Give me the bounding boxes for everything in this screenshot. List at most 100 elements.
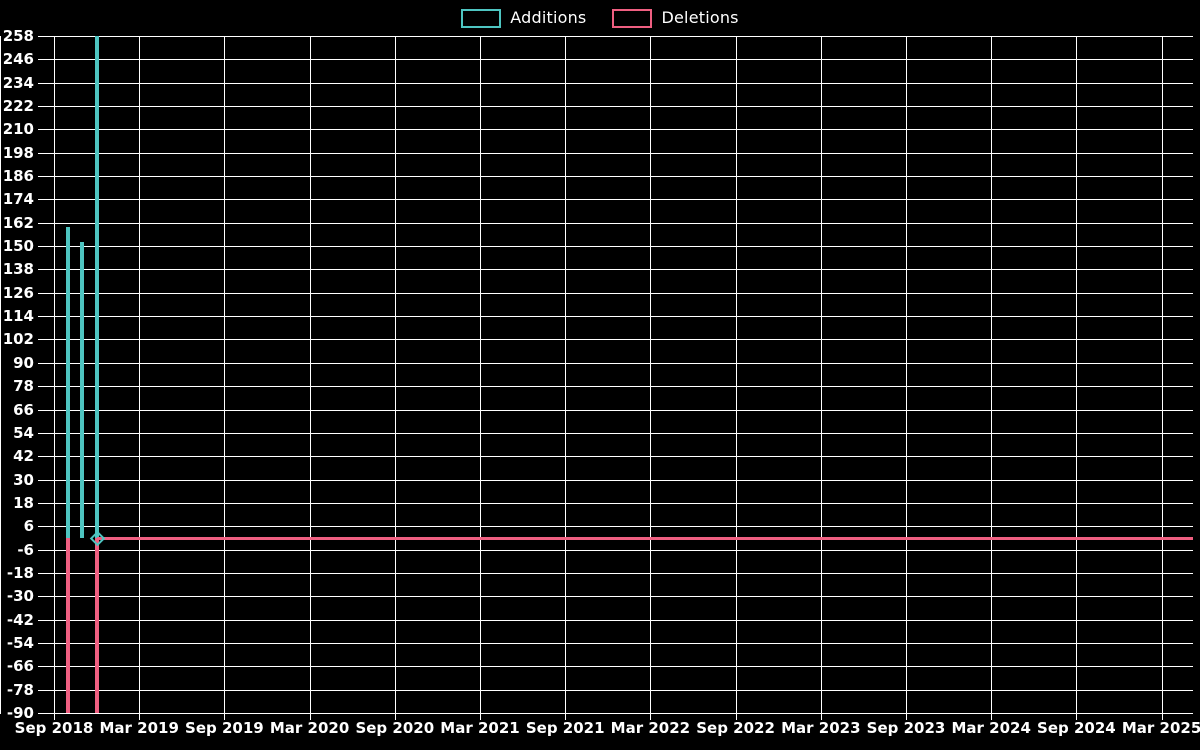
legend-swatch-additions [461, 8, 502, 28]
legend-label-deletions: Deletions [661, 8, 739, 27]
gridline-horizontal [38, 176, 1193, 177]
x-axis-tick-mark [1161, 713, 1163, 720]
gridline-horizontal [38, 550, 1193, 551]
gridline-vertical [565, 36, 566, 713]
gridline-horizontal [38, 620, 1193, 621]
x-axis-tick-mark [906, 713, 907, 720]
y-axis-tick-label: -42 [6, 610, 34, 629]
x-axis-tick-label: Mar 2022 [610, 719, 691, 737]
x-axis-tick-label: Mar 2020 [269, 719, 350, 737]
gridline-vertical [139, 36, 140, 713]
gridline-horizontal [38, 83, 1193, 84]
y-axis-tick-label: 222 [2, 97, 34, 116]
y-axis-tick-label: 30 [13, 470, 34, 489]
gridline-horizontal [38, 456, 1193, 457]
gridline-horizontal [38, 106, 1193, 107]
y-axis-tick-label: 102 [2, 330, 34, 349]
series-spike-deletions [66, 537, 71, 713]
x-axis-tick-label: Sep 2021 [525, 719, 605, 737]
gridline-horizontal [38, 433, 1193, 434]
y-axis-tick-label: 246 [2, 50, 34, 69]
x-axis-tick-mark [991, 713, 993, 720]
gridline-vertical [395, 36, 396, 713]
y-axis-tick-label: 114 [2, 307, 34, 326]
gridline-vertical [480, 36, 481, 713]
y-axis-line [0, 36, 1, 714]
x-axis-tick-label: Sep 2018 [14, 719, 94, 737]
y-axis-tick-label: 162 [2, 213, 34, 232]
gridline-horizontal [38, 36, 1193, 37]
gridline-vertical [650, 36, 651, 713]
y-axis-tick-label: 90 [13, 353, 34, 372]
gridline-horizontal [38, 339, 1193, 340]
x-axis-tick-label: Mar 2021 [440, 719, 520, 737]
legend-swatch-deletions [612, 8, 653, 28]
x-axis-tick-label: Sep 2023 [866, 719, 946, 737]
series-spike-additions [80, 242, 85, 538]
y-axis-tick-label: 6 [23, 517, 34, 536]
gridline-vertical [310, 36, 311, 713]
gridline-vertical [821, 36, 822, 713]
gridline-horizontal [38, 199, 1193, 200]
gridline-horizontal [38, 643, 1193, 644]
gridline-horizontal [38, 386, 1193, 387]
y-axis-tick-label: 138 [2, 260, 34, 279]
gridline-horizontal [38, 410, 1193, 411]
gridline-horizontal [38, 480, 1193, 481]
legend-item-deletions[interactable]: Deletions [612, 8, 739, 28]
x-axis-tick-mark [480, 713, 481, 720]
legend-label-additions: Additions [510, 8, 587, 27]
y-axis-tick-label: -30 [6, 587, 34, 606]
y-axis-tick-label: 126 [2, 283, 34, 302]
y-axis-tick-label: 210 [2, 120, 34, 139]
y-axis-tick-label: -54 [6, 633, 34, 652]
x-axis-tick-mark [650, 713, 652, 720]
data-point-marker[interactable] [89, 530, 105, 547]
gridline-horizontal [38, 223, 1193, 224]
gridline-vertical [54, 36, 55, 713]
gridline-horizontal [38, 269, 1193, 270]
series-spike-additions [94, 36, 99, 552]
x-axis-line [38, 713, 1193, 714]
gridline-vertical [224, 36, 225, 713]
legend-item-additions[interactable]: Additions [461, 8, 587, 28]
x-axis-tick-label: Mar 2019 [99, 719, 179, 737]
y-axis-tick-label: -66 [6, 657, 34, 676]
gridline-horizontal [38, 153, 1193, 154]
series-spike-deletions [94, 537, 99, 713]
x-axis-tick-label: Mar 2023 [781, 719, 861, 737]
gridline-horizontal [38, 316, 1193, 317]
gridline-horizontal [38, 363, 1193, 364]
y-axis-tick-label: 18 [13, 493, 34, 512]
y-axis-tick-label: 198 [2, 143, 34, 162]
gridline-horizontal [38, 59, 1193, 60]
gridline-horizontal [38, 596, 1193, 597]
x-axis-tick-mark [565, 713, 567, 720]
y-axis-tick-label: -18 [6, 563, 34, 582]
x-axis-tick-mark [309, 713, 311, 720]
gridline-vertical [1076, 36, 1077, 713]
x-axis-tick-mark [394, 713, 396, 720]
gridline-vertical [991, 36, 992, 713]
chart-legend: Additions Deletions [0, 0, 1200, 36]
gridline-horizontal [38, 503, 1193, 504]
x-axis-tick-mark [224, 713, 226, 720]
y-axis-tick-label: -90 [6, 704, 34, 722]
gridline-vertical [906, 36, 907, 713]
series-spike-additions [66, 226, 71, 538]
x-axis-tick-mark [139, 713, 141, 720]
y-axis-tick-label: -6 [17, 540, 34, 559]
gridline-horizontal [38, 573, 1193, 574]
x-axis-tick-label: Sep 2022 [696, 719, 775, 737]
series-baseline-deletions [96, 536, 1193, 540]
x-axis-tick-label: Mar 2025 [1121, 719, 1200, 737]
y-axis-tick-label: -78 [6, 680, 34, 699]
gridline-horizontal [38, 666, 1193, 667]
x-axis-tick-mark [54, 713, 55, 720]
y-axis-tick-label: 186 [2, 167, 34, 186]
y-axis-tick-label: 234 [2, 73, 34, 92]
gridline-vertical [736, 36, 737, 713]
gridline-horizontal [38, 129, 1193, 130]
plot-area [38, 36, 1193, 714]
y-axis-tick-label: 54 [13, 423, 34, 442]
